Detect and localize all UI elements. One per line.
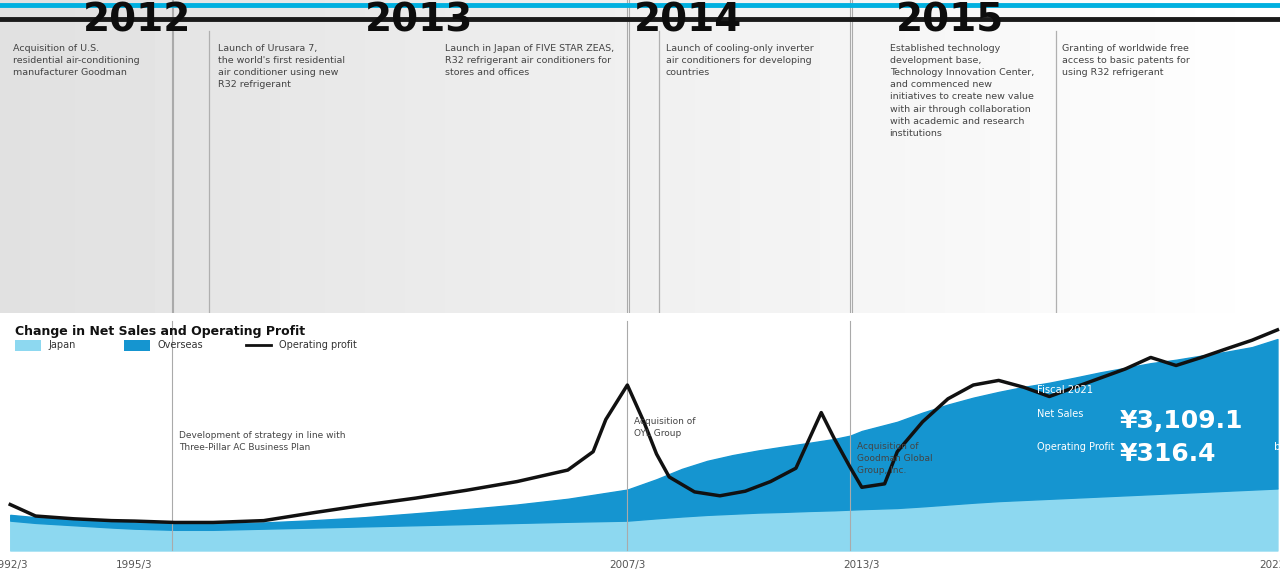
- Text: Acquisition of U.S.
residential air-conditioning
manufacturer Goodman: Acquisition of U.S. residential air-cond…: [13, 44, 140, 77]
- Text: Launch in Japan of FIVE STAR ZEAS,
R32 refrigerant air conditioners for
stores a: Launch in Japan of FIVE STAR ZEAS, R32 r…: [445, 44, 614, 77]
- Text: Launch of Urusara 7,
the world's first residential
air conditioner using new
R32: Launch of Urusara 7, the world's first r…: [218, 44, 344, 89]
- Text: ¥3,109.1: ¥3,109.1: [1120, 409, 1243, 433]
- Text: Japan: Japan: [49, 340, 76, 351]
- Text: Established technology
development base,
Technology Innovation Center,
and comme: Established technology development base,…: [890, 44, 1034, 138]
- Text: Granting of worldwide free
access to basic patents for
using R32 refrigerant: Granting of worldwide free access to bas…: [1062, 44, 1190, 77]
- Text: 2007/3: 2007/3: [609, 560, 645, 570]
- Text: 2015: 2015: [896, 2, 1005, 40]
- Text: Net Sales: Net Sales: [1037, 409, 1083, 418]
- Bar: [15, 340, 41, 351]
- Bar: [124, 340, 150, 351]
- Text: Development of strategy in line with
Three-Pillar AC Business Plan: Development of strategy in line with Thr…: [179, 431, 346, 452]
- Text: 1995/3: 1995/3: [116, 560, 152, 570]
- Text: Overseas: Overseas: [157, 340, 204, 351]
- Text: Fiscal 2021: Fiscal 2021: [1037, 385, 1093, 395]
- Text: Change in Net Sales and Operating Profit: Change in Net Sales and Operating Profit: [15, 324, 306, 338]
- Text: billion: billion: [1274, 442, 1280, 452]
- Text: Acquisition of
OYL Group: Acquisition of OYL Group: [634, 417, 695, 438]
- Text: 2013: 2013: [365, 2, 474, 40]
- Text: Operating profit: Operating profit: [279, 340, 357, 351]
- Text: ¥316.4: ¥316.4: [1120, 443, 1216, 467]
- Text: 2014: 2014: [634, 2, 742, 40]
- Text: Acquisition of
Goodman Global
Group, Inc.: Acquisition of Goodman Global Group, Inc…: [856, 443, 932, 475]
- Text: Operating Profit: Operating Profit: [1037, 443, 1115, 452]
- Text: Launch of cooling-only inverter
air conditioners for developing
countries: Launch of cooling-only inverter air cond…: [666, 44, 813, 77]
- Text: 1992/3: 1992/3: [0, 560, 28, 570]
- Text: 2013/3: 2013/3: [844, 560, 881, 570]
- Text: 2012: 2012: [83, 2, 192, 40]
- Text: 2022/3: 2022/3: [1260, 560, 1280, 570]
